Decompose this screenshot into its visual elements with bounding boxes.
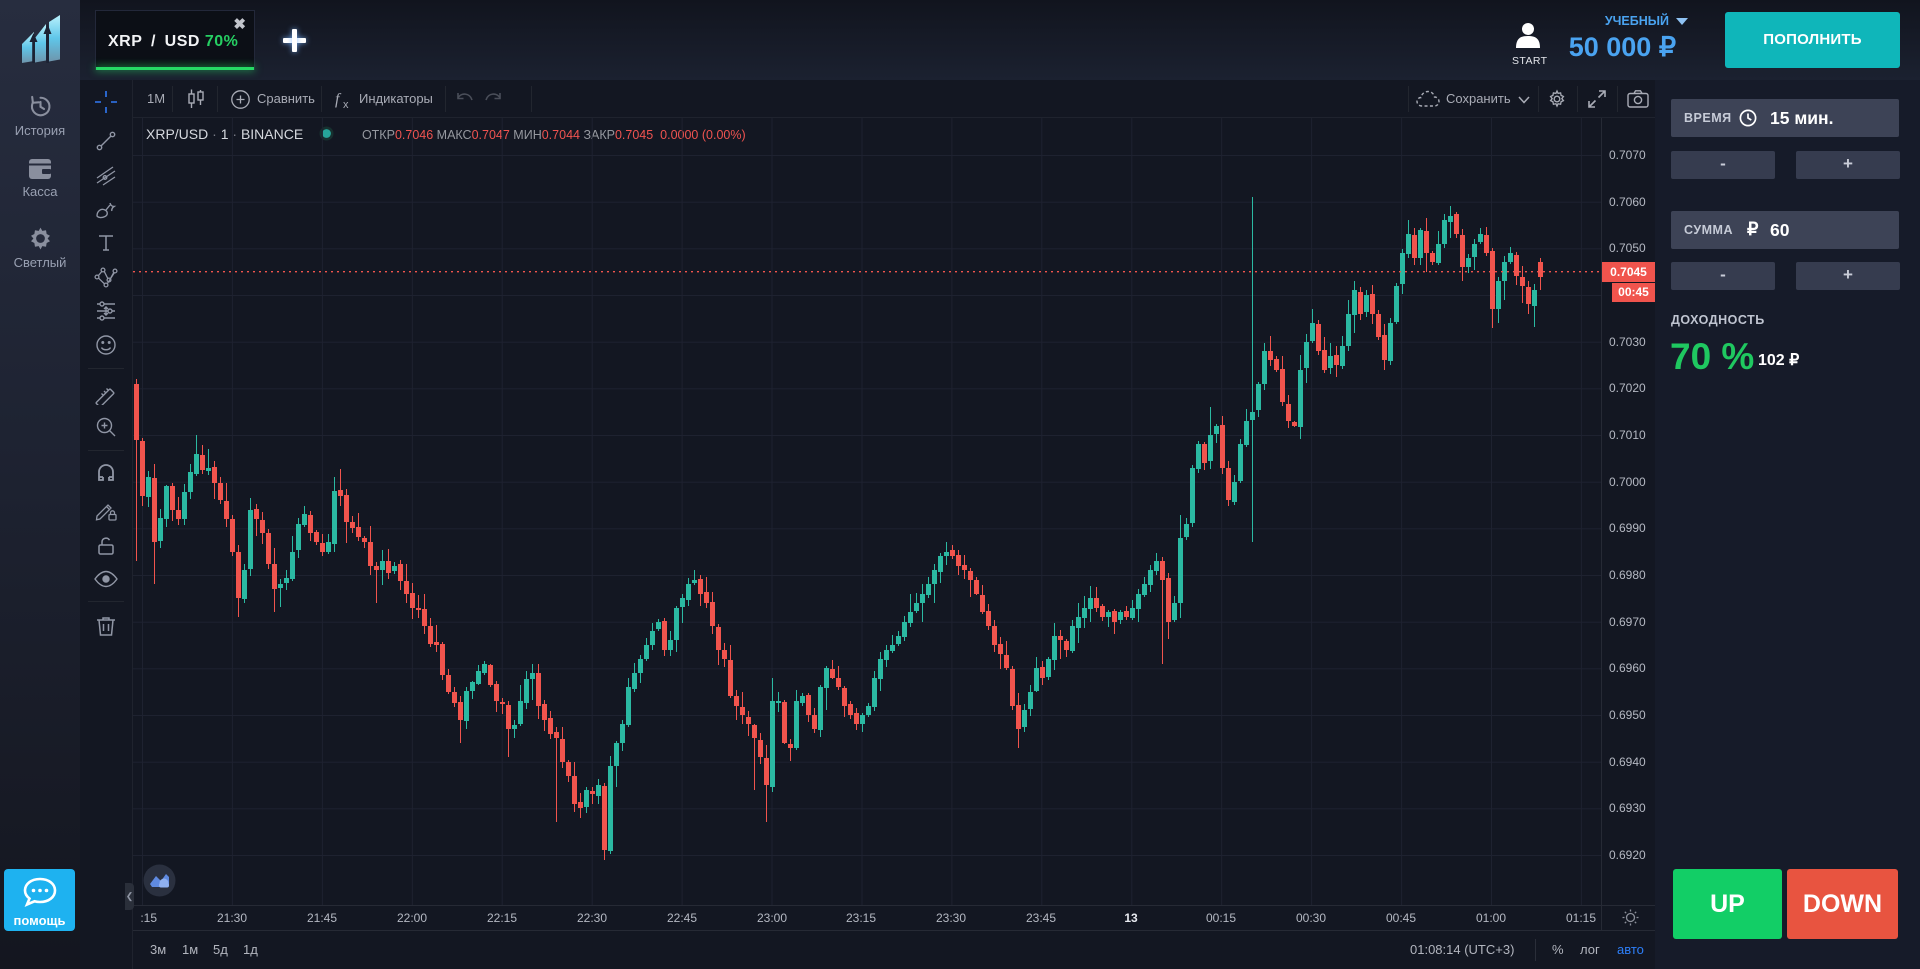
svg-text:f: f [335, 91, 342, 108]
svg-text:x: x [343, 99, 349, 109]
